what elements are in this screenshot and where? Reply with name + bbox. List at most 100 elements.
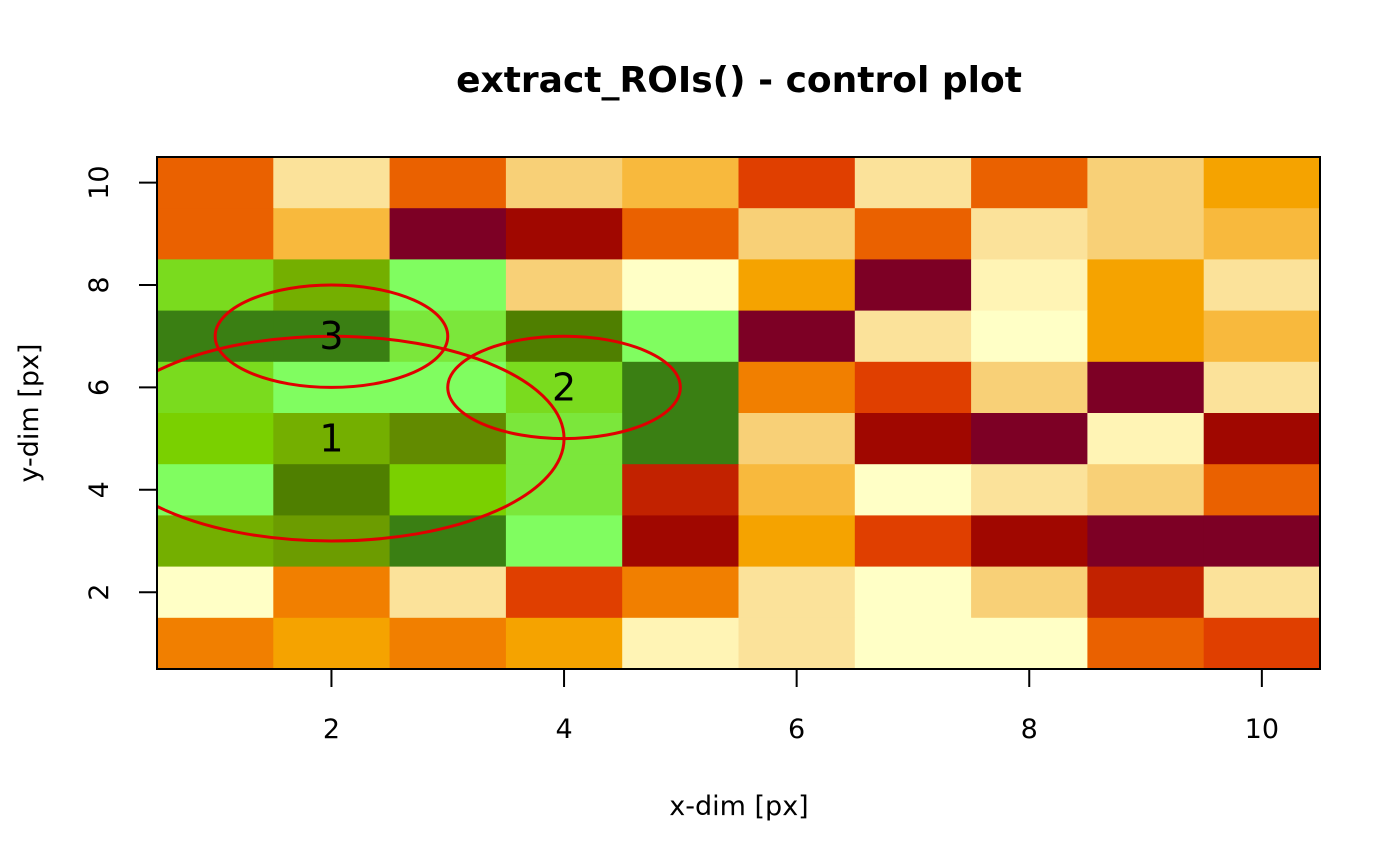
heatmap-cell: [273, 566, 391, 619]
heatmap-cell: [389, 515, 507, 568]
roi-label: 3: [319, 314, 343, 358]
heatmap-cell: [854, 310, 972, 363]
heatmap-cell: [622, 413, 740, 465]
heatmap-cell: [738, 157, 856, 209]
heatmap-cell: [1087, 566, 1205, 619]
heatmap-cell: [157, 566, 274, 619]
heatmap-cell: [971, 259, 1088, 312]
heatmap-cell: [157, 361, 274, 414]
heatmap-cell: [622, 208, 740, 260]
heatmap-cell: [1087, 310, 1205, 363]
x-tick-label: 4: [555, 714, 572, 745]
heatmap-cell: [971, 566, 1088, 619]
heatmap-cell: [738, 413, 856, 465]
heatmap-cell: [738, 361, 856, 414]
heatmap-cell: [1203, 464, 1321, 516]
heatmap-cell: [389, 566, 507, 619]
heatmap-cell: [505, 361, 623, 414]
heatmap-cell: [505, 566, 623, 619]
roi-label: 2: [552, 365, 576, 409]
roi-ellipse: [213, 283, 450, 389]
heatmap-cell: [622, 259, 740, 312]
heatmap-cell: [738, 515, 856, 568]
heatmap-cell: [157, 464, 274, 516]
roi-label: 1: [319, 417, 343, 461]
heatmap-cell: [157, 515, 274, 568]
heatmap-cell: [1203, 566, 1321, 619]
heatmap-cell: [1203, 515, 1321, 568]
heatmap-cell: [273, 413, 391, 465]
heatmap-cell: [854, 157, 972, 209]
heatmap-cell: [1087, 157, 1205, 209]
heatmap-cell: [854, 361, 972, 414]
heatmap-cell: [505, 617, 623, 670]
heatmap-cell: [738, 464, 856, 516]
heatmap-cell: [622, 157, 740, 209]
heatmap-cell: [1203, 208, 1321, 260]
heatmap-cell: [505, 464, 623, 516]
y-tick-label: 8: [84, 276, 115, 293]
heatmap-cell: [1203, 361, 1321, 414]
x-tick-label: 2: [323, 714, 340, 745]
heatmap-cell: [389, 617, 507, 670]
heatmap-cell: [389, 464, 507, 516]
chart-title: extract_ROIs() - control plot: [456, 60, 1022, 101]
heatmap-cell: [854, 208, 972, 260]
heatmap-cell: [273, 208, 391, 260]
heatmap-cell: [1203, 259, 1321, 312]
heatmap-cell: [273, 464, 391, 516]
y-tick-label: 10: [84, 165, 115, 199]
heatmap-cell: [505, 208, 623, 260]
heatmap-cell: [1087, 413, 1205, 465]
heatmap-cell: [505, 157, 623, 209]
y-tick-label: 2: [84, 584, 115, 601]
heatmap-cell: [389, 413, 507, 465]
heatmap-cell: [738, 310, 856, 363]
heatmap-cell: [505, 259, 623, 312]
heatmap-cell: [389, 259, 507, 312]
plot-frame: [156, 156, 1321, 670]
heatmap-cell: [971, 617, 1088, 670]
heatmap-cell: [389, 208, 507, 260]
heatmap-cell: [157, 413, 274, 465]
heatmap-cell: [738, 259, 856, 312]
x-tick-label: 8: [1021, 714, 1038, 745]
heatmap-cell: [1203, 310, 1321, 363]
heatmap-cell: [157, 208, 274, 260]
heatmap-cell: [854, 413, 972, 465]
y-tick-label: 6: [84, 379, 115, 396]
heatmap-cell: [1203, 413, 1321, 465]
heatmap-cell: [505, 515, 623, 568]
heatmap-cell: [157, 617, 274, 670]
x-axis: 2 4 6 8 10: [323, 669, 1279, 745]
heatmap-cell: [157, 157, 274, 209]
heatmap-cell: [1087, 464, 1205, 516]
roi-ellipses: 1 2 3: [157, 283, 682, 543]
heatmap-cell: [273, 157, 391, 209]
heatmap-cell: [1087, 515, 1205, 568]
heatmap-cell: [971, 361, 1088, 414]
heatmap-cell: [971, 157, 1088, 209]
heatmap-cell: [971, 413, 1088, 465]
heatmap-cell: [622, 617, 740, 670]
heatmap-cell: [1203, 157, 1321, 209]
heatmap-cell: [1087, 208, 1205, 260]
heatmap-cell: [622, 515, 740, 568]
x-axis-label: x-dim [px]: [669, 791, 808, 822]
heatmap-cell: [854, 464, 972, 516]
heatmap-cell: [971, 310, 1088, 363]
heatmap-cell: [622, 310, 740, 363]
heatmap-cell: [854, 259, 972, 312]
heatmap-cell: [622, 464, 740, 516]
heatmap-cell: [1087, 617, 1205, 670]
heatmap-cell: [971, 515, 1088, 568]
heatmap-cell: [1087, 361, 1205, 414]
roi-ellipse: [446, 334, 682, 441]
heatmap-cell: [738, 208, 856, 260]
heatmap-cell: [622, 566, 740, 619]
heatmap-cell: [157, 259, 274, 312]
heatmap-cell: [971, 208, 1088, 260]
heatmap-cell: [854, 515, 972, 568]
heatmap-cell: [738, 566, 856, 619]
